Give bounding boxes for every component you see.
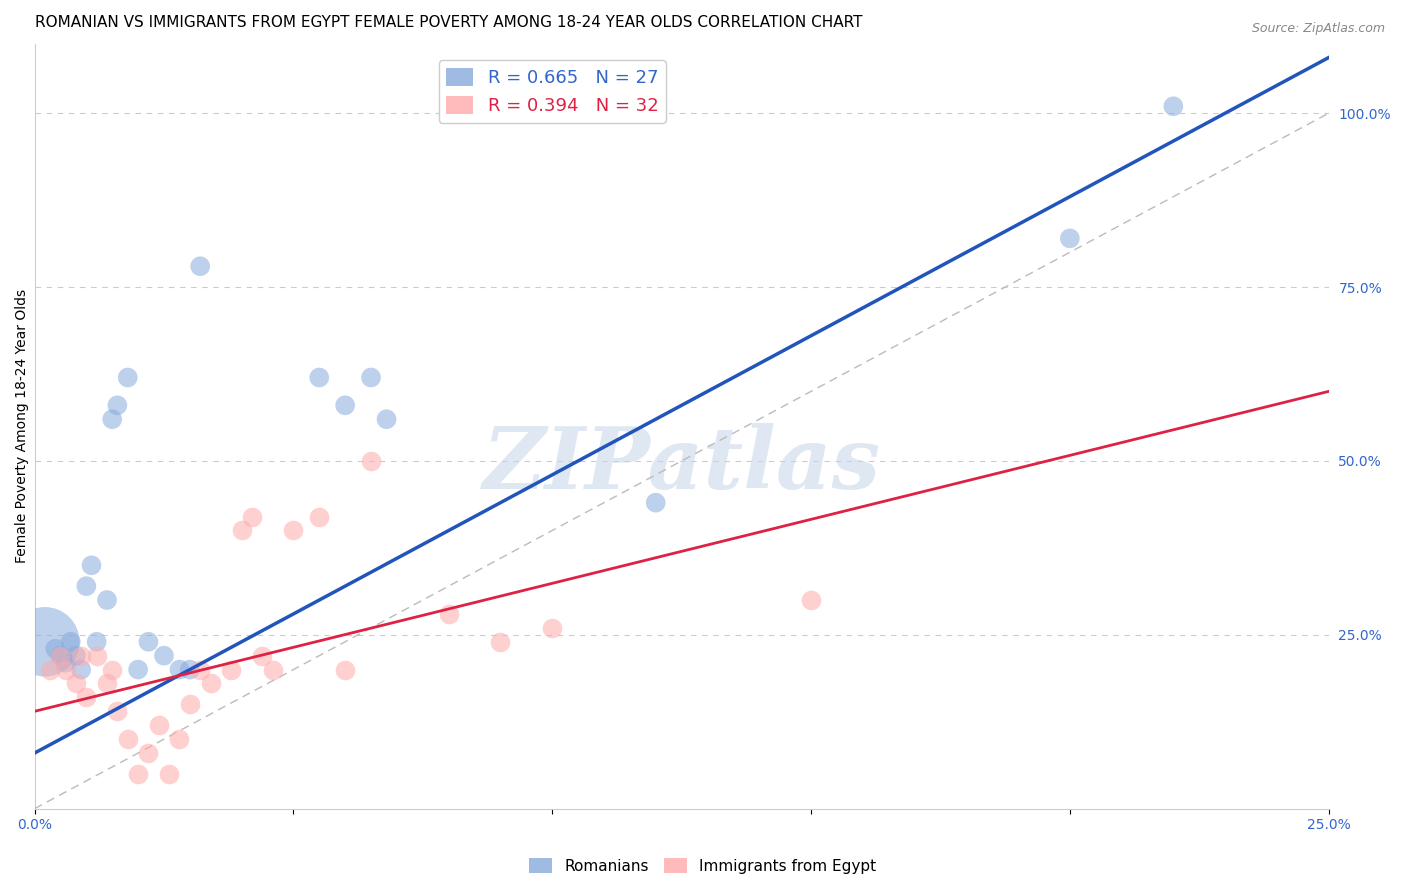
Point (489, 634, 512, 648)
Point (80, 558, 103, 573)
Point (49, 648, 72, 663)
Point (96, 676, 118, 690)
Point (49, 648, 72, 663)
Point (117, 370, 139, 384)
Text: Source: ZipAtlas.com: Source: ZipAtlas.com (1251, 22, 1385, 36)
Point (86, 648, 108, 663)
Point (70, 663, 93, 677)
Point (105, 398, 128, 412)
Point (101, 412, 124, 426)
Point (1163, 99, 1185, 113)
Point (188, 259, 211, 273)
Point (169, 663, 191, 677)
Legend: Romanians, Immigrants from Egypt: Romanians, Immigrants from Egypt (523, 852, 883, 880)
Point (283, 524, 305, 538)
Text: ZIPatlas: ZIPatlas (482, 423, 880, 506)
Point (157, 767, 180, 781)
Point (541, 621, 564, 635)
Point (333, 398, 356, 412)
Point (75, 579, 97, 593)
Point (127, 767, 149, 781)
Point (437, 607, 460, 621)
Point (59, 634, 82, 648)
Point (34, 634, 56, 648)
Point (75, 690, 97, 705)
Point (360, 454, 382, 468)
Point (375, 412, 398, 426)
Point (127, 663, 149, 677)
Point (39, 663, 62, 677)
Legend: R = 0.665   N = 27, R = 0.394   N = 32: R = 0.665 N = 27, R = 0.394 N = 32 (439, 61, 665, 122)
Point (101, 663, 124, 677)
Point (105, 704, 128, 718)
Text: ROMANIAN VS IMMIGRANTS FROM EGYPT FEMALE POVERTY AMONG 18-24 YEAR OLDS CORRELATI: ROMANIAN VS IMMIGRANTS FROM EGYPT FEMALE… (35, 15, 862, 30)
Point (1059, 231, 1081, 245)
Point (179, 698, 201, 712)
Point (44, 641, 66, 656)
Point (800, 593, 823, 607)
Point (169, 732, 191, 747)
Point (252, 648, 274, 663)
Point (55, 663, 77, 677)
Point (55, 656, 77, 670)
Y-axis label: Female Poverty Among 18-24 Year Olds: Female Poverty Among 18-24 Year Olds (15, 289, 30, 563)
Point (96, 593, 118, 607)
Point (179, 663, 201, 677)
Point (188, 663, 211, 677)
Point (153, 648, 176, 663)
Point (644, 496, 666, 510)
Point (117, 732, 139, 747)
Point (360, 370, 382, 384)
Point (138, 746, 160, 760)
Point (219, 663, 242, 677)
Point (138, 634, 160, 648)
Point (231, 524, 253, 538)
Point (308, 509, 330, 524)
Point (65, 648, 87, 663)
Point (333, 663, 356, 677)
Point (262, 663, 284, 677)
Point (86, 634, 108, 648)
Point (200, 676, 222, 690)
Point (148, 718, 170, 732)
Point (70, 648, 93, 663)
Point (308, 370, 330, 384)
Point (65, 676, 87, 690)
Point (240, 509, 263, 524)
